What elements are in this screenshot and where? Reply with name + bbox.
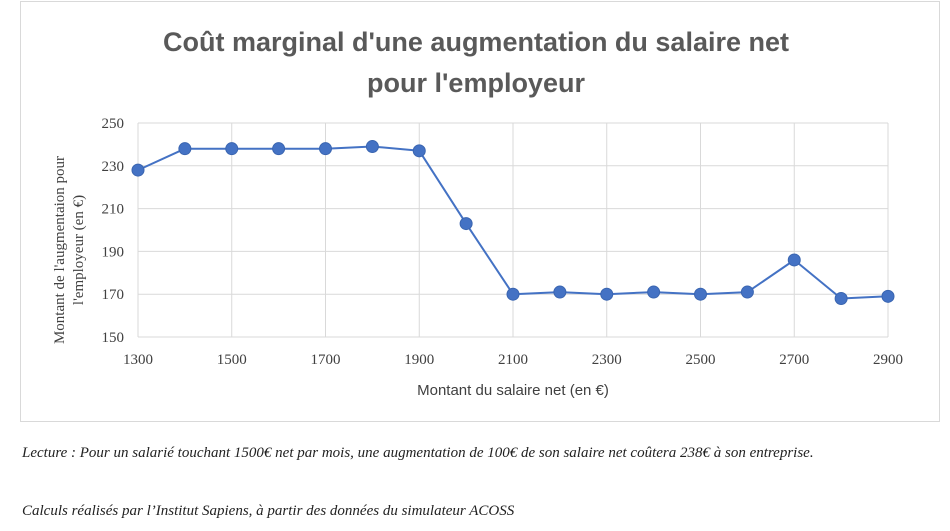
y-tick-label: 230 xyxy=(102,159,125,175)
data-point xyxy=(881,289,895,303)
data-point xyxy=(178,142,192,156)
data-point xyxy=(459,217,473,231)
x-tick-label: 2700 xyxy=(779,352,809,368)
data-point xyxy=(647,285,661,299)
x-tick-label: 1300 xyxy=(123,352,153,368)
y-tick-label: 170 xyxy=(102,287,125,303)
x-tick-label: 1900 xyxy=(404,352,434,368)
x-tick-label: 2100 xyxy=(498,352,528,368)
x-tick-label: 2900 xyxy=(873,352,903,368)
y-tick-label: 150 xyxy=(102,330,125,346)
data-point xyxy=(834,291,848,305)
tick-labels: 150 170 190 210 230 250 1300 1500 1700 1900 2100 23… xyxy=(102,116,904,368)
data-point xyxy=(319,142,332,156)
data-point xyxy=(740,285,754,299)
line-chart: Coût marginal d'une augmentation du sala… xyxy=(52,27,904,399)
data-point xyxy=(131,163,145,177)
data-point xyxy=(600,287,614,301)
series xyxy=(131,140,895,305)
y-tick-label: 190 xyxy=(102,244,125,260)
chart-frame: Coût marginal d'une augmentation du sala… xyxy=(20,1,940,422)
data-point xyxy=(272,142,286,156)
y-tick-label: 250 xyxy=(102,116,125,132)
data-point xyxy=(694,287,707,301)
x-tick-label: 1500 xyxy=(217,352,247,368)
grid-lines xyxy=(137,122,889,338)
x-tick-label: 1700 xyxy=(311,352,341,368)
chart-title-line-2: pour l'employeur xyxy=(367,68,585,98)
data-point xyxy=(365,140,379,154)
y-tick-label: 210 xyxy=(102,202,125,218)
data-point xyxy=(506,287,520,301)
y-axis-title-line-1: Montant de l'augmentaion pour xyxy=(52,156,68,344)
data-point xyxy=(412,144,426,158)
x-tick-label: 2500 xyxy=(686,352,716,368)
x-axis-title: Montant du salaire net (en €) xyxy=(417,382,609,399)
data-point xyxy=(787,253,801,267)
chart-title-line-1: Coût marginal d'une augmentation du sala… xyxy=(163,27,789,57)
y-axis-title-line-2: l'employeur (en €) xyxy=(71,195,87,305)
reading-note: Lecture : Pour un salarié touchant 1500€… xyxy=(22,445,814,461)
data-point xyxy=(225,142,239,156)
source-note: Calculs réalisés par l’Institut Sapiens,… xyxy=(22,503,515,519)
x-tick-label: 2300 xyxy=(592,352,622,368)
data-point xyxy=(553,285,567,299)
